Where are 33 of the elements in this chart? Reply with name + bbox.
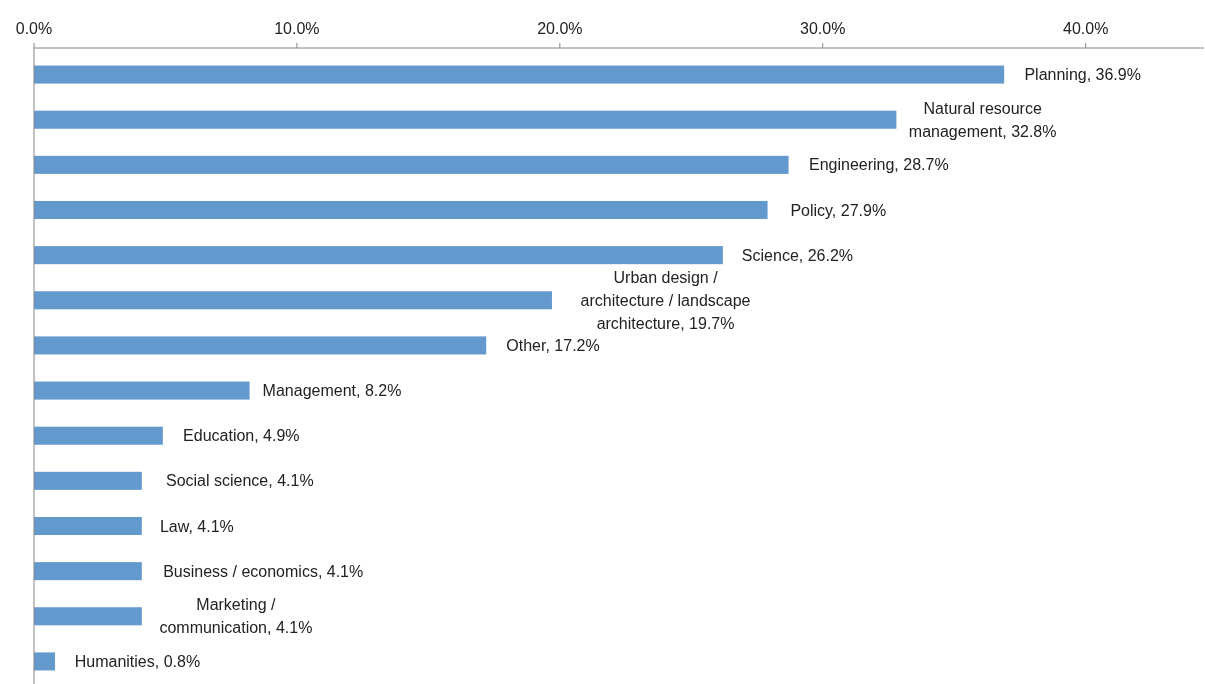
bar [34, 471, 142, 490]
data-label: Marketing / communication, 4.1% [159, 596, 313, 637]
data-label: Business / economics, 4.1% [163, 562, 364, 580]
data-label: Planning, 36.9% [1024, 66, 1141, 84]
x-tick-label: 10.0% [274, 20, 320, 37]
x-tick-label: 20.0% [537, 20, 583, 37]
bar [34, 652, 56, 671]
x-tick-label: 0.0% [15, 20, 53, 37]
bar [34, 381, 250, 400]
bar [34, 562, 142, 581]
data-label: Management, 8.2% [262, 382, 402, 400]
x-tick-label: 40.0% [1063, 20, 1109, 37]
bar [34, 110, 897, 129]
data-label: Engineering, 28.7% [808, 156, 949, 174]
data-label: Urban design / architecture / landscape architecture, 19.7% [580, 268, 751, 332]
data-label: Education, 4.9% [183, 427, 300, 445]
bar [34, 336, 487, 355]
bar [34, 65, 1005, 84]
data-label: Social science, 4.1% [165, 472, 314, 490]
data-label: Policy, 27.9% [790, 201, 887, 219]
x-tick-label: 30.0% [800, 20, 846, 37]
data-label: Other, 17.2% [506, 337, 600, 355]
data-label: Humanities, 0.8% [74, 653, 201, 671]
bar [34, 246, 723, 265]
bar [34, 200, 768, 220]
bar [34, 291, 552, 310]
bar [34, 516, 142, 536]
data-label: Law, 4.1% [159, 517, 234, 535]
bar [34, 155, 789, 174]
data-label: Science, 26.2% [741, 246, 854, 264]
bar [34, 426, 163, 445]
bar [34, 607, 142, 626]
data-label: Natural resource management, 32.8% [908, 99, 1057, 140]
